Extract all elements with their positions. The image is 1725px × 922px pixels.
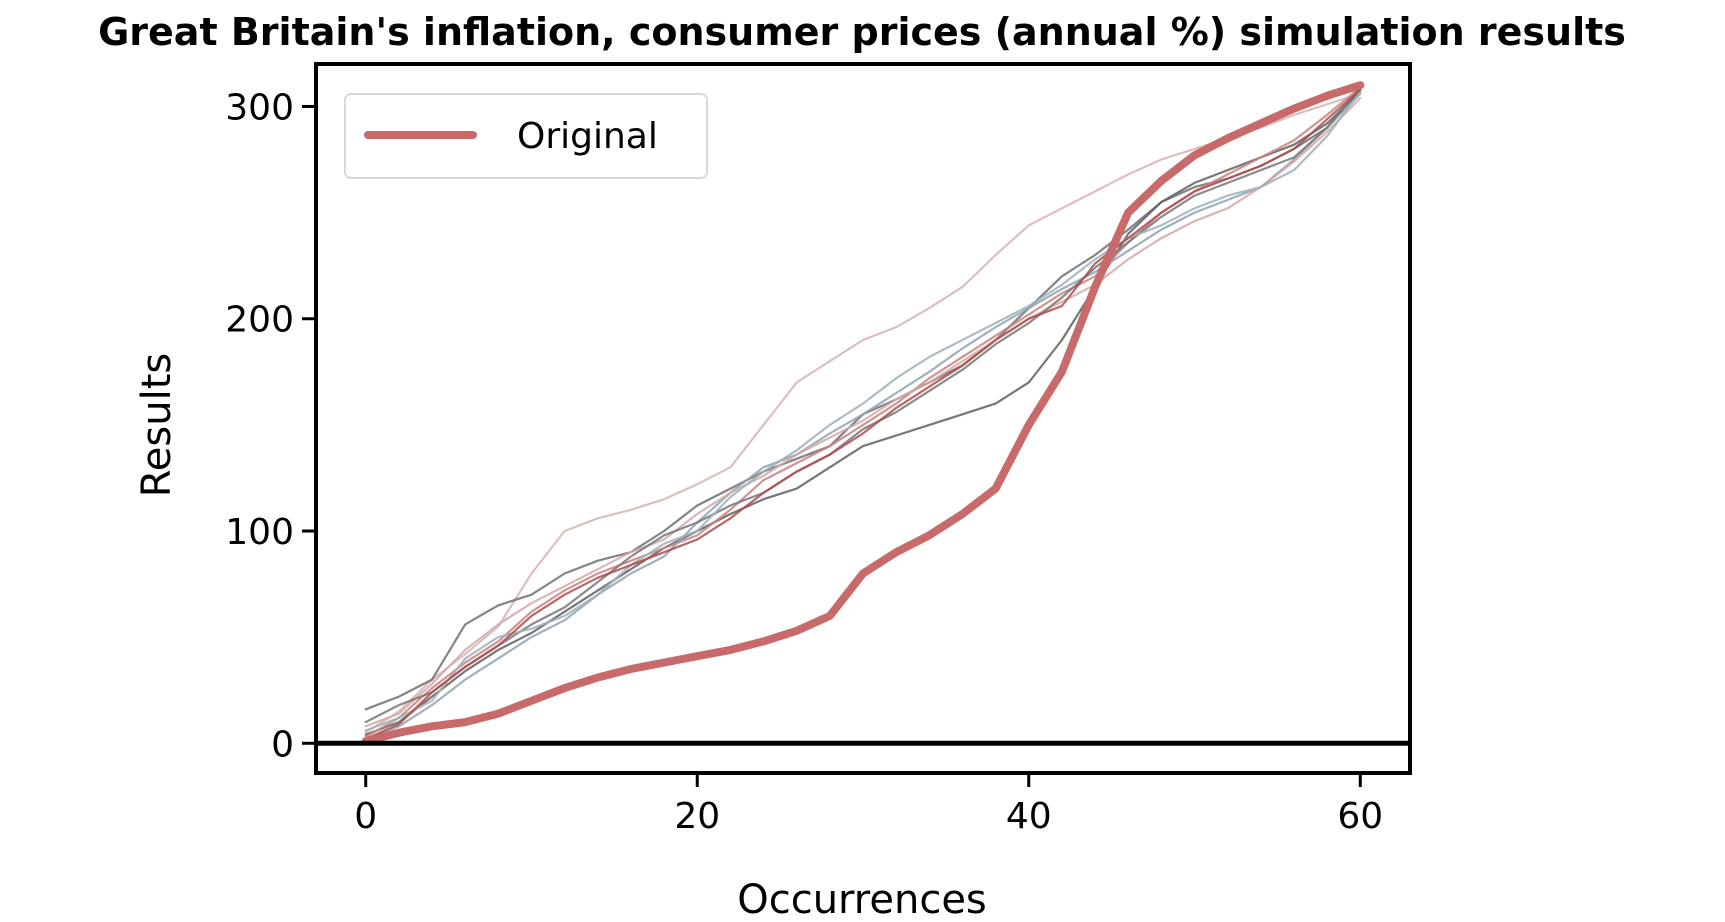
y-tick-label: 100 [225, 512, 294, 553]
series-line-original [361, 81, 1365, 746]
legend: Original [344, 93, 708, 179]
y-tick-label: 200 [225, 300, 294, 341]
series-line-simulation-1 [364, 92, 1362, 734]
x-tick-label: 20 [674, 796, 720, 837]
legend-label-original: Original [517, 116, 658, 157]
x-tick-label: 40 [1006, 796, 1052, 837]
series-line-simulation-8 [364, 90, 1362, 732]
series-line-simulation-7 [364, 86, 1362, 724]
series-line-simulation-9 [364, 88, 1362, 741]
x-axis-label: Occurrences [737, 877, 987, 922]
plot-frame [314, 62, 1412, 775]
x-tick-label: 60 [1337, 796, 1383, 837]
legend-box [344, 93, 708, 179]
axes: 0 20 40 60 0 100 200 300 [225, 62, 1412, 837]
chart-title: Great Britain's inflation, consumer pric… [98, 10, 1626, 54]
y-axis-label: Results [134, 353, 180, 497]
x-tick-label: 0 [354, 796, 377, 837]
y-tick-label: 300 [225, 87, 294, 128]
series-line-simulation-5 [364, 92, 1362, 741]
y-tick-label: 0 [271, 724, 294, 765]
plot-area [361, 81, 1365, 746]
series-line-simulation-3 [364, 90, 1362, 736]
series-line-simulation-6 [364, 96, 1362, 728]
